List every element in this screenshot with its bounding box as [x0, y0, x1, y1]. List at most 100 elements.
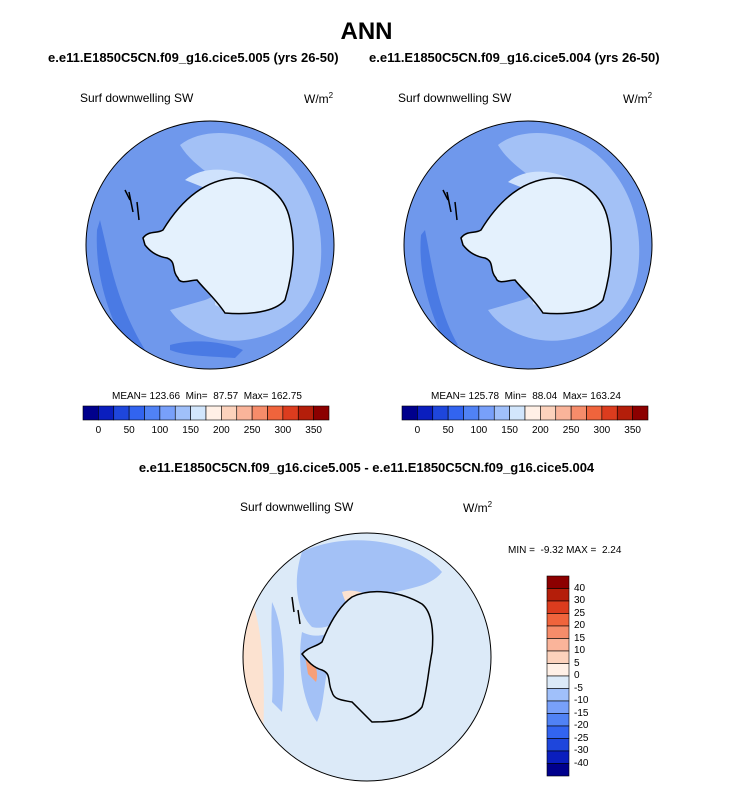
panel-1-units-label: W/m2	[304, 91, 334, 106]
colorbar-swatch	[221, 405, 238, 421]
colorbar-swatch	[546, 638, 570, 652]
difference-variable-label: Surf downwelling SW	[240, 500, 354, 514]
colorbar-swatch	[432, 405, 449, 421]
panel-1-polar-map	[85, 120, 335, 370]
colorbar-swatch	[546, 625, 570, 639]
colorbar-swatch	[586, 405, 603, 421]
panel-2-polar-map	[403, 120, 653, 370]
colorbar-tick-label: 300	[593, 425, 611, 436]
colorbar-swatch	[546, 700, 570, 714]
colorbar-swatch	[174, 405, 191, 421]
colorbar-tick-label: 20	[574, 620, 586, 631]
panel-1-colorbar	[82, 405, 330, 421]
colorbar-tick-label: 50	[442, 425, 454, 436]
colorbar-tick-label: 150	[501, 425, 518, 436]
panel-1-variable-label: Surf downwelling SW	[80, 91, 194, 105]
difference-colorbar	[546, 575, 570, 777]
colorbar-tick-label: 100	[470, 425, 488, 436]
panel-2-variable-label: Surf downwelling SW	[398, 91, 512, 105]
colorbar-tick-label: -30	[574, 745, 589, 756]
difference-polar-map	[242, 532, 492, 782]
colorbar-swatch	[546, 675, 570, 689]
colorbar-swatch	[401, 405, 418, 421]
colorbar-swatch	[546, 713, 570, 727]
colorbar-swatch	[546, 650, 570, 664]
colorbar-swatch	[144, 405, 161, 421]
colorbar-tick-label: 50	[123, 425, 135, 436]
colorbar-tick-label: -20	[574, 720, 589, 731]
colorbar-swatch	[98, 405, 115, 421]
colorbar-swatch	[546, 575, 570, 589]
colorbar-tick-label: 30	[574, 595, 586, 606]
colorbar-tick-label: 0	[574, 670, 580, 681]
colorbar-tick-label: -40	[574, 757, 589, 769]
colorbar-swatch	[113, 405, 130, 421]
colorbar-swatch	[546, 588, 570, 602]
colorbar-swatch	[555, 405, 572, 421]
colorbar-tick-label: 200	[532, 425, 549, 436]
colorbar-tick-label: -5	[574, 682, 583, 694]
colorbar-swatch	[313, 405, 330, 421]
panel-2-units-label: W/m2	[623, 91, 653, 106]
colorbar-swatch	[493, 405, 510, 421]
colorbar-tick-label: 200	[213, 425, 230, 436]
colorbar-tick-label: 15	[574, 632, 586, 644]
colorbar-tick-label: -25	[574, 732, 589, 744]
colorbar-swatch	[190, 405, 207, 421]
difference-min-max: MIN = -9.32 MAX = 2.24	[508, 545, 622, 556]
colorbar-swatch	[546, 750, 570, 764]
panel-2-stats: MEAN= 125.78 Min= 88.04 Max= 163.24	[431, 391, 621, 402]
colorbar-tick-label: 150	[182, 425, 199, 436]
colorbar-tick-label: 350	[305, 425, 322, 436]
colorbar-swatch	[297, 405, 314, 421]
panel-1-stats: MEAN= 123.66 Min= 87.57 Max= 162.75	[112, 391, 302, 402]
colorbar-swatch	[546, 600, 570, 614]
colorbar-swatch	[251, 405, 268, 421]
colorbar-swatch	[478, 405, 495, 421]
difference-title: e.e11.E1850C5CN.f09_g16.cice5.005 - e.e1…	[138, 460, 595, 475]
colorbar-tick-label: 25	[574, 607, 586, 619]
colorbar-tick-label: 40	[574, 582, 586, 594]
panel-2-colorbar-ticks: 0 50 100 150 200 250 300 350	[402, 425, 648, 439]
colorbar-swatch	[632, 405, 649, 421]
colorbar-swatch	[463, 405, 480, 421]
colorbar-swatch	[570, 405, 587, 421]
difference-units-label: W/m2	[463, 500, 493, 515]
colorbar-tick-label: 250	[243, 425, 261, 436]
colorbar-tick-label: 5	[574, 657, 580, 669]
colorbar-tick-label: -15	[574, 707, 589, 719]
panel-1-case-title: e.e11.E1850C5CN.f09_g16.cice5.005 (yrs 2…	[48, 50, 339, 65]
colorbar-swatch	[282, 405, 299, 421]
colorbar-tick-label: 100	[151, 425, 169, 436]
colorbar-tick-label: -10	[574, 695, 589, 706]
colorbar-swatch	[267, 405, 284, 421]
colorbar-swatch	[546, 613, 570, 627]
colorbar-swatch	[509, 405, 526, 421]
colorbar-swatch	[601, 405, 618, 421]
colorbar-swatch	[540, 405, 557, 421]
colorbar-swatch	[205, 405, 222, 421]
colorbar-swatch	[546, 688, 570, 702]
colorbar-tick-label: 0	[95, 425, 102, 436]
colorbar-tick-label: 250	[562, 425, 580, 436]
colorbar-tick-label: 0	[414, 425, 421, 436]
colorbar-swatch	[447, 405, 464, 421]
colorbar-swatch	[82, 405, 99, 421]
colorbar-swatch	[546, 725, 570, 739]
colorbar-tick-label: 10	[574, 645, 586, 656]
colorbar-tick-label: 300	[274, 425, 292, 436]
colorbar-swatch	[546, 663, 570, 677]
panel-2-case-title: e.e11.E1850C5CN.f09_g16.cice5.004 (yrs 2…	[369, 50, 660, 65]
panel-2-colorbar	[401, 405, 649, 421]
colorbar-swatch	[546, 738, 570, 752]
colorbar-tick-label: 350	[624, 425, 641, 436]
panel-1-colorbar-ticks: 0 50 100 150 200 250 300 350	[83, 425, 329, 439]
colorbar-swatch	[616, 405, 633, 421]
colorbar-swatch	[159, 405, 176, 421]
difference-colorbar-ticks: 40 30 25 20 15 10 5 0 -5 -10 -15 -20 -25 -30 -40	[574, 576, 604, 776]
colorbar-swatch	[236, 405, 253, 421]
colorbar-swatch	[546, 763, 570, 777]
colorbar-swatch	[524, 405, 541, 421]
colorbar-swatch	[128, 405, 145, 421]
colorbar-swatch	[417, 405, 434, 421]
